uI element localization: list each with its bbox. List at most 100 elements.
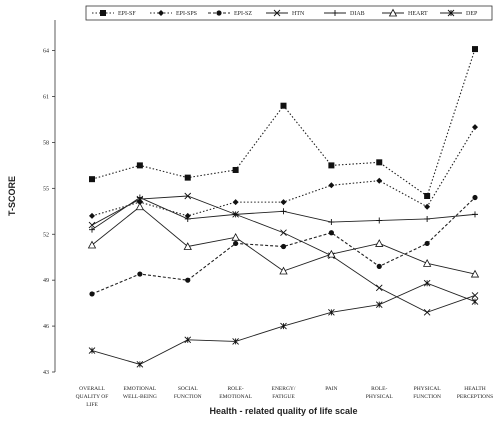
y-tick-label: 64: [43, 49, 49, 55]
legend-item: EPI-SPS: [150, 10, 197, 17]
series-heart: [87, 202, 480, 278]
data-point: [472, 194, 478, 201]
legend-label: EPI-SZ: [234, 11, 252, 17]
x-tick-label: EMOTIONAL WELL-BEING: [123, 386, 157, 400]
x-tick-label: SOCIAL FUNCTION: [174, 386, 202, 400]
data-point: [136, 194, 143, 201]
data-point: [89, 212, 95, 219]
data-point: [89, 176, 95, 183]
data-point: [472, 211, 478, 218]
legend-marker: [447, 9, 455, 17]
series-epi-sps: [89, 124, 478, 219]
data-point: [280, 199, 287, 206]
legend-marker: [100, 10, 106, 16]
y-tick-label: 58: [43, 140, 49, 146]
legend-marker: [388, 8, 398, 17]
series-diab: [89, 194, 478, 233]
series-epi-sf: [89, 46, 478, 199]
legend-item: DEP: [440, 9, 478, 17]
data-point: [328, 182, 335, 189]
data-point: [280, 102, 287, 109]
data-point: [376, 177, 383, 184]
x-tick-label: PAIN: [325, 386, 337, 392]
y-tick-label: 55: [43, 186, 49, 192]
data-point: [424, 215, 431, 222]
legend-marker: [216, 10, 222, 16]
legend-box: [85, 5, 493, 21]
data-point: [376, 263, 382, 269]
data-point: [422, 258, 432, 267]
data-point: [184, 215, 191, 222]
data-point: [280, 243, 287, 250]
y-tick-label: 43: [43, 370, 49, 376]
legend-item: HTN: [266, 9, 305, 17]
data-point: [185, 277, 191, 283]
legend-item: EPI-SF: [92, 10, 136, 17]
legend-item: HEART: [382, 8, 428, 17]
data-point: [232, 199, 239, 206]
data-point: [471, 292, 479, 299]
data-point: [328, 219, 335, 226]
series-dep: [88, 279, 479, 368]
data-point: [375, 301, 383, 308]
data-point: [376, 159, 383, 166]
series-group: [87, 46, 480, 368]
data-point: [328, 230, 334, 236]
data-point: [279, 266, 288, 275]
data-point: [89, 226, 95, 233]
series-epi-sz: [89, 194, 478, 297]
data-point: [88, 221, 96, 229]
data-point: [88, 347, 96, 354]
legend-marker: [273, 9, 281, 17]
legend-marker: [332, 10, 338, 16]
x-tick-label: OVERALL QUALITY OF LIFE: [76, 386, 109, 408]
legend-label: HTN: [292, 11, 305, 17]
x-tick-label: HEALTH PERCEPTIONS: [457, 386, 493, 400]
legend: EPI-SF EPI-SPS EPI-SZ HTN DIAB HEART DEP: [85, 5, 493, 21]
data-point: [89, 291, 95, 297]
x-tick-label: ROLE-PHYSICAL: [366, 386, 394, 400]
data-point: [328, 308, 335, 316]
data-point: [424, 193, 431, 199]
data-point: [231, 232, 240, 241]
series-line: [91, 48, 476, 197]
data-point: [424, 240, 430, 247]
data-point: [375, 239, 384, 247]
y-tick-label: 52: [43, 232, 49, 238]
legend-label: DEP: [466, 11, 478, 17]
legend-label: DIAB: [350, 11, 365, 17]
data-point: [280, 208, 287, 215]
data-point: [328, 162, 335, 169]
legend-marker: [158, 10, 164, 16]
data-point: [232, 211, 239, 218]
data-point: [423, 279, 431, 287]
data-point: [233, 240, 239, 247]
data-point: [136, 162, 143, 169]
x-tick-label: ROLE-EMOTIONAL: [219, 386, 252, 400]
y-tick-label: 46: [43, 324, 49, 330]
x-tick-label: PHYSICAL FUNCTION: [413, 386, 441, 400]
axes: 43 46 49 52 55 58 61 64 OVERALL QUALITY OF LIFE EMO…: [43, 20, 493, 408]
data-point: [423, 308, 431, 316]
legend-item: DIAB: [324, 10, 365, 17]
y-axis-label: T-SCORE: [7, 176, 17, 216]
data-point: [135, 202, 145, 211]
series-line: [91, 197, 476, 295]
data-point: [470, 269, 480, 278]
data-point: [184, 212, 191, 219]
data-point: [136, 361, 144, 368]
data-point: [424, 203, 431, 210]
data-point: [280, 322, 287, 330]
data-point: [184, 174, 191, 181]
data-point: [280, 229, 287, 237]
legend-item: EPI-SZ: [208, 10, 252, 17]
data-point: [472, 46, 478, 53]
data-point: [472, 124, 478, 131]
data-point: [184, 192, 192, 200]
data-point: [327, 249, 336, 258]
data-point: [232, 166, 239, 173]
legend-label: HEART: [408, 11, 428, 17]
data-point: [232, 338, 239, 345]
data-point: [137, 271, 143, 277]
